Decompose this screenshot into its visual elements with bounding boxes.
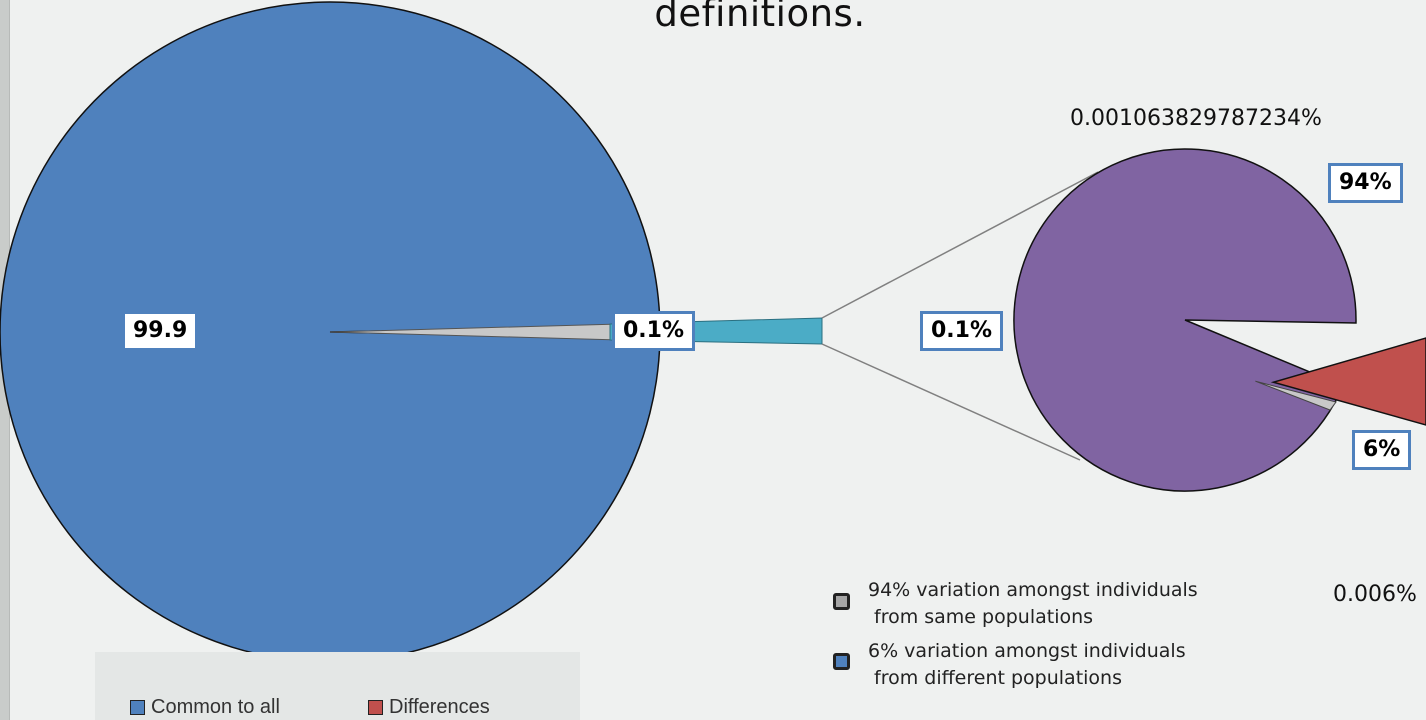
pie-slice-common	[0, 1, 661, 663]
connector-line-bottom	[821, 343, 1081, 461]
note-1-line2: from same populations	[874, 606, 1094, 628]
note-2-line1: 6% variation amongst individuals	[868, 640, 1186, 662]
legend-background	[95, 652, 580, 720]
connector-line-top	[821, 171, 1099, 319]
note-bullet-icon-1	[833, 593, 850, 610]
data-label-secondary-center: 0.1%	[920, 311, 1004, 351]
data-label-differences: 0.1%	[612, 311, 696, 351]
pie-slice-6-gap	[1255, 380, 1337, 411]
pie-slice-94	[1013, 148, 1357, 492]
legend-swatch-common	[130, 699, 145, 715]
legend-item-common: Common to all	[130, 695, 280, 719]
legend-swatch-differences	[368, 699, 383, 715]
note-1: 94% variation amongst individuals from s…	[868, 577, 1198, 631]
legend-item-differences: Differences	[368, 695, 490, 719]
note-1-line1: 94% variation amongst individuals	[868, 579, 1198, 601]
note-2-line2: from different populations	[874, 667, 1122, 689]
note-bullet-icon-2	[833, 653, 850, 670]
note-2: 6% variation amongst individuals from di…	[868, 638, 1186, 692]
legend-label-differences: Differences	[389, 695, 490, 718]
pie-slice-6	[1270, 337, 1426, 426]
data-label-common: 99.9	[122, 311, 199, 351]
percent-annotation-top: 0.001063829787234%	[1070, 106, 1322, 131]
slide-title-fragment: definitions.	[654, 0, 866, 35]
percent-annotation-small: 0.006%	[1333, 582, 1417, 607]
legend-label-common: Common to all	[151, 695, 280, 718]
data-label-6: 6%	[1352, 430, 1412, 470]
data-label-94: 94%	[1328, 163, 1403, 203]
